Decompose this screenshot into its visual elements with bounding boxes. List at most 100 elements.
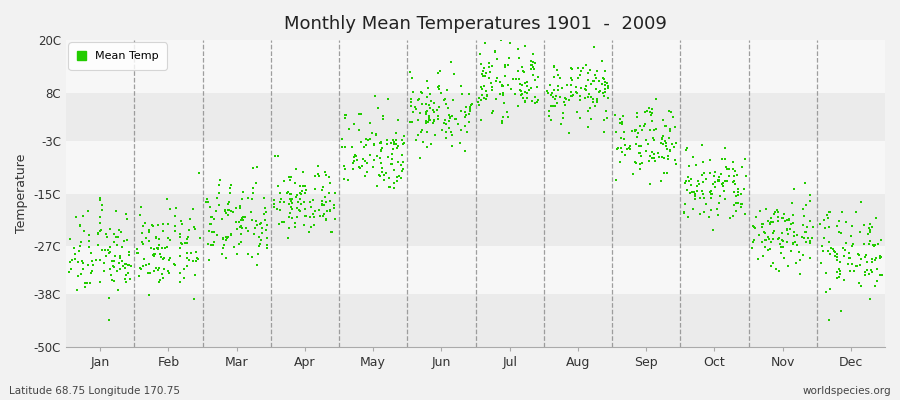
Point <box>375 164 390 171</box>
Point <box>250 262 265 268</box>
Point <box>347 152 362 158</box>
Legend: Mean Temp: Mean Temp <box>72 46 164 67</box>
Point <box>528 76 543 83</box>
Point <box>629 127 643 133</box>
Point <box>204 220 219 227</box>
Point <box>480 92 494 98</box>
Point <box>727 168 742 174</box>
Point <box>718 195 733 202</box>
Point <box>204 242 219 248</box>
Point <box>573 115 588 121</box>
Point <box>355 163 369 170</box>
Point <box>866 242 880 249</box>
Point <box>531 74 545 81</box>
Point <box>202 228 216 234</box>
Point <box>141 229 156 236</box>
Point <box>644 149 659 155</box>
Point <box>518 80 533 86</box>
Point <box>498 62 512 68</box>
Point <box>218 207 232 213</box>
Point <box>230 226 245 232</box>
Point <box>524 58 538 64</box>
Point <box>321 190 336 196</box>
Point <box>323 206 338 213</box>
Point <box>526 59 540 66</box>
Point <box>391 117 405 123</box>
Point <box>249 218 264 224</box>
Point <box>149 245 164 252</box>
Point <box>277 177 292 184</box>
Point <box>652 154 666 160</box>
Point <box>189 248 203 255</box>
Point <box>799 229 814 235</box>
Point <box>374 148 388 154</box>
Point <box>227 244 241 250</box>
Point <box>688 196 702 202</box>
Point <box>613 158 627 165</box>
Point <box>183 216 197 222</box>
Point <box>250 164 265 170</box>
Point <box>93 194 107 201</box>
Point <box>526 72 540 78</box>
Point <box>586 96 600 102</box>
Point <box>868 254 883 261</box>
Point <box>163 236 177 243</box>
Point <box>540 88 554 94</box>
Point <box>306 196 320 203</box>
Point <box>115 244 130 250</box>
Point <box>212 190 226 197</box>
Point <box>591 89 606 96</box>
Point <box>75 257 89 264</box>
Point <box>235 224 249 231</box>
Point <box>363 136 377 142</box>
Point <box>643 153 657 160</box>
Point <box>500 108 514 115</box>
Point <box>363 120 377 126</box>
Point <box>67 245 81 251</box>
Point <box>357 158 372 164</box>
Point <box>135 238 149 245</box>
Point <box>305 210 320 217</box>
Point <box>709 206 724 212</box>
Point <box>348 152 363 159</box>
Point <box>81 243 95 250</box>
Point <box>715 181 729 188</box>
Point <box>854 199 868 205</box>
Point <box>324 228 338 235</box>
Point <box>865 256 879 262</box>
Point <box>550 67 564 74</box>
Point <box>63 259 77 265</box>
Point <box>472 102 486 108</box>
Point <box>406 108 420 115</box>
Point <box>118 260 132 267</box>
Point <box>205 228 220 235</box>
Point <box>642 105 656 112</box>
Point <box>373 173 387 180</box>
Point <box>508 91 523 97</box>
Point <box>412 96 427 102</box>
Point <box>250 222 265 228</box>
Point <box>562 130 576 136</box>
Point <box>858 241 872 248</box>
Point <box>776 237 790 244</box>
Point <box>719 178 733 184</box>
Point <box>677 208 691 215</box>
Point <box>222 206 237 213</box>
Point <box>122 276 137 282</box>
Point <box>246 185 260 191</box>
Point <box>112 260 126 266</box>
Point <box>637 123 652 129</box>
Point <box>704 188 718 194</box>
Point <box>306 211 320 217</box>
Point <box>514 88 528 95</box>
Point <box>156 221 170 227</box>
Point <box>380 136 394 143</box>
Point <box>271 182 285 189</box>
Point <box>139 220 153 226</box>
Point <box>94 227 108 234</box>
Point <box>239 224 254 231</box>
Point <box>439 121 454 128</box>
Point <box>191 256 205 262</box>
Point <box>352 127 366 134</box>
Point <box>782 226 796 233</box>
